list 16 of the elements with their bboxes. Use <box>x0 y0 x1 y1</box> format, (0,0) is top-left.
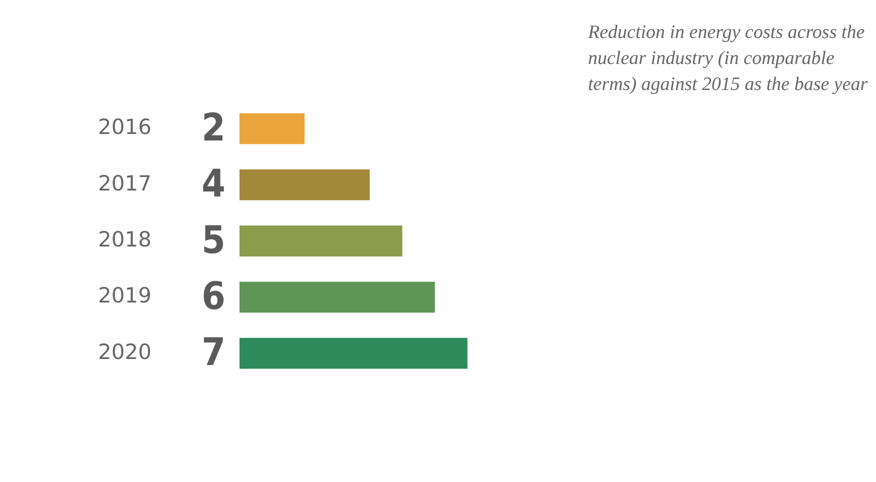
data-label: 5 <box>202 218 226 262</box>
y-tick-label: 2016 <box>98 115 152 140</box>
bar <box>239 282 435 313</box>
bar <box>239 113 305 144</box>
data-label: 2 <box>202 106 226 150</box>
data-label: 4 <box>202 162 226 206</box>
y-tick-label: 2018 <box>98 227 152 252</box>
bar <box>239 226 402 256</box>
y-tick-label: 2020 <box>98 340 152 364</box>
y-tick-label: 2019 <box>98 284 152 308</box>
data-label: 7 <box>202 330 226 374</box>
y-tick-label: 2017 <box>98 171 152 196</box>
data-label: 6 <box>202 274 226 318</box>
bar <box>239 338 468 369</box>
bar <box>239 169 370 200</box>
text: Reduction in energy costs across the nuclear industry (in comparable terms) against 2015 as the base year <box>588 21 869 97</box>
